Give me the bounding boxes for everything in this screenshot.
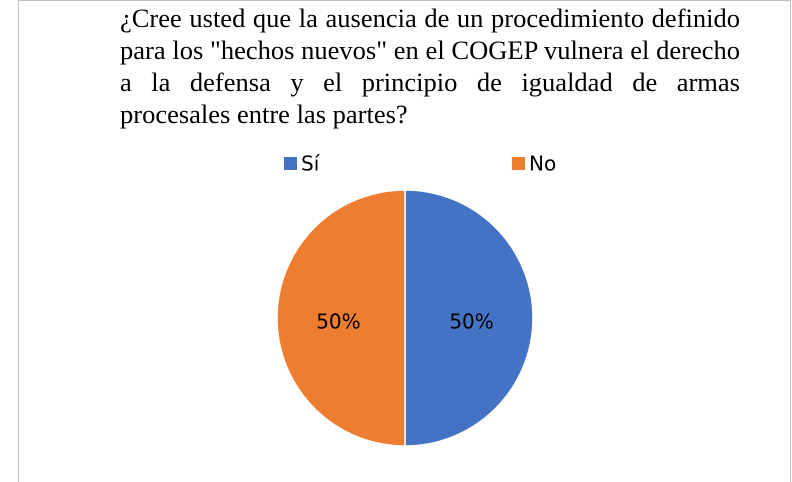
data-label: 50% bbox=[449, 310, 493, 334]
pie-slice bbox=[404, 189, 534, 447]
legend-label: Sí bbox=[301, 152, 321, 176]
data-label: 50% bbox=[316, 310, 360, 334]
chart-title: ¿Cree usted que la ausencia de un proced… bbox=[120, 3, 740, 129]
pie-slice bbox=[276, 189, 406, 447]
legend-label: No bbox=[529, 152, 556, 176]
legend-swatch bbox=[512, 157, 525, 170]
chart-border bbox=[18, 0, 791, 482]
legend-swatch bbox=[284, 157, 297, 170]
